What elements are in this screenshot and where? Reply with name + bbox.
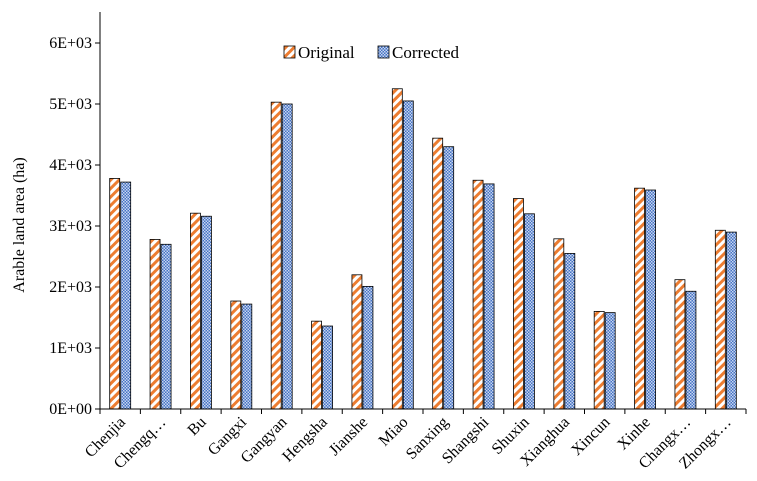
bar-original-5 [311, 320, 322, 410]
x-tick-label: Bu [185, 414, 210, 439]
bar-original-7 [391, 88, 403, 410]
y-tick-label: 6E+03 [49, 35, 92, 52]
y-tick-label: 1E+03 [49, 340, 92, 357]
bar-corrected-3 [241, 303, 253, 410]
bar-corrected-4 [281, 103, 293, 410]
bar-corrected-10 [524, 213, 535, 410]
bar-corrected-8 [443, 146, 455, 410]
bar-original-1 [149, 239, 161, 410]
bar-corrected-14 [685, 290, 697, 410]
bar-corrected-9 [483, 183, 495, 410]
x-tick-label: Xincun [568, 414, 613, 459]
bar-original-12 [593, 310, 605, 410]
bar-original-10 [513, 198, 524, 410]
x-tick-label: Miao [376, 414, 412, 450]
legend-swatch-original [283, 45, 296, 59]
bar-original-11 [553, 238, 565, 410]
y-tick-label: 3E+03 [49, 218, 92, 235]
bar-original-14 [674, 279, 686, 410]
y-tick-label: 5E+03 [49, 96, 92, 113]
bar-original-15 [714, 229, 726, 410]
bar-corrected-2 [201, 215, 212, 410]
bar-series [109, 88, 737, 410]
bar-original-3 [230, 300, 242, 410]
y-tick-label: 2E+03 [49, 279, 92, 296]
legend-label-original: Original [298, 43, 355, 62]
y-tick-label: 4E+03 [49, 157, 92, 174]
bar-original-9 [472, 179, 484, 410]
legend: Original Corrected [283, 43, 460, 62]
bar-original-6 [351, 274, 363, 410]
bar-corrected-6 [362, 285, 374, 410]
x-tick-label: Hengsha [279, 414, 331, 466]
bar-corrected-7 [402, 100, 414, 410]
bar-corrected-15 [725, 231, 737, 410]
y-tick-label: 0E+00 [49, 401, 92, 418]
bar-original-13 [634, 187, 645, 410]
y-axis-title: Arable land area (ha) [11, 157, 28, 292]
bar-original-2 [190, 212, 201, 410]
bar-original-8 [432, 137, 444, 410]
bar-corrected-11 [564, 253, 576, 410]
bar-original-4 [270, 101, 282, 410]
bar-corrected-5 [322, 325, 333, 410]
y-axis: 0E+00 1E+03 2E+03 3E+03 4E+03 5E+03 6E+03 [49, 35, 100, 418]
bar-corrected-12 [604, 312, 616, 410]
bar-original-0 [109, 178, 121, 410]
legend-swatch-corrected [377, 45, 390, 59]
legend-label-corrected: Corrected [392, 43, 460, 62]
x-tick-label: Jianshe [326, 414, 371, 459]
bar-corrected-1 [160, 243, 172, 410]
bar-corrected-13 [645, 189, 656, 410]
bar-corrected-0 [120, 181, 132, 410]
